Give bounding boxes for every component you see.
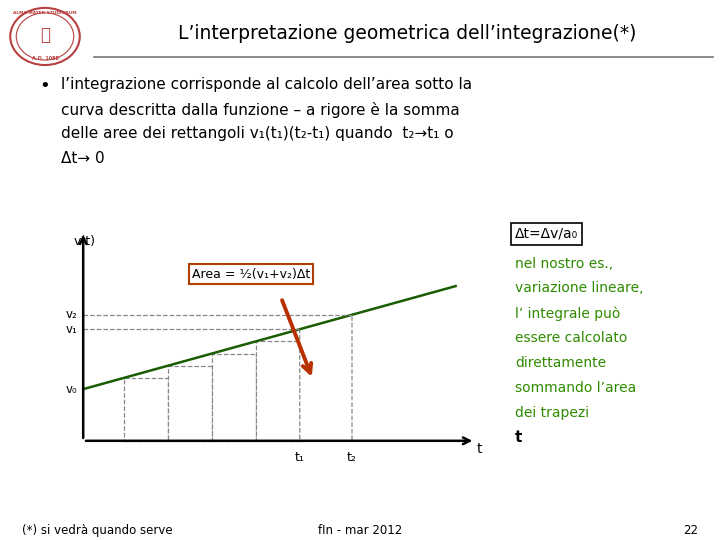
Text: l’ integrale può: l’ integrale può [515,306,620,321]
Text: 🏛: 🏛 [40,26,50,44]
Text: v₁: v₁ [66,323,78,336]
Text: v₂: v₂ [66,308,78,321]
Text: Area = ½(v₁+v₂)Δt: Area = ½(v₁+v₂)Δt [192,268,310,281]
Text: essere calcolato: essere calcolato [515,331,627,345]
Bar [168,366,212,441]
Text: L’interpretazione geometrica dell’integrazione(*): L’interpretazione geometrica dell’integr… [178,24,636,43]
Text: delle aree dei rettangoli v₁(t₁)(t₂-t₁) quando  t₂→t₁ o: delle aree dei rettangoli v₁(t₁)(t₂-t₁) … [61,126,454,141]
Text: t₂: t₂ [347,451,357,464]
Text: sommando l’area: sommando l’area [515,381,636,395]
Text: •: • [40,77,50,94]
Bar [212,354,256,441]
Text: v₀: v₀ [66,383,78,396]
Bar [256,341,300,441]
Text: t: t [477,442,482,456]
Text: direttamente: direttamente [515,356,606,370]
Text: Δt=Δv/a₀: Δt=Δv/a₀ [515,227,578,241]
Text: nel nostro es.,: nel nostro es., [515,256,613,271]
Text: fIn - mar 2012: fIn - mar 2012 [318,524,402,537]
Bar [125,378,168,441]
Text: l’integrazione corrisponde al calcolo dell’area sotto la: l’integrazione corrisponde al calcolo de… [61,77,472,92]
Text: dei trapezi: dei trapezi [515,406,589,420]
Text: 22: 22 [683,524,698,537]
Polygon shape [300,315,352,441]
Text: t₁: t₁ [294,451,305,464]
Text: curva descritta dalla funzione – a rigore è la somma: curva descritta dalla funzione – a rigor… [61,102,460,118]
Text: (*) si vedrà quando serve: (*) si vedrà quando serve [22,524,172,537]
Text: ALMA MATER STUDIORUM: ALMA MATER STUDIORUM [13,11,77,15]
Text: Δt→ 0: Δt→ 0 [61,151,105,166]
Text: variazione lineare,: variazione lineare, [515,281,643,295]
Text: A.D. 1088: A.D. 1088 [32,56,58,62]
Text: t: t [515,430,522,445]
Text: v(t): v(t) [74,235,96,248]
